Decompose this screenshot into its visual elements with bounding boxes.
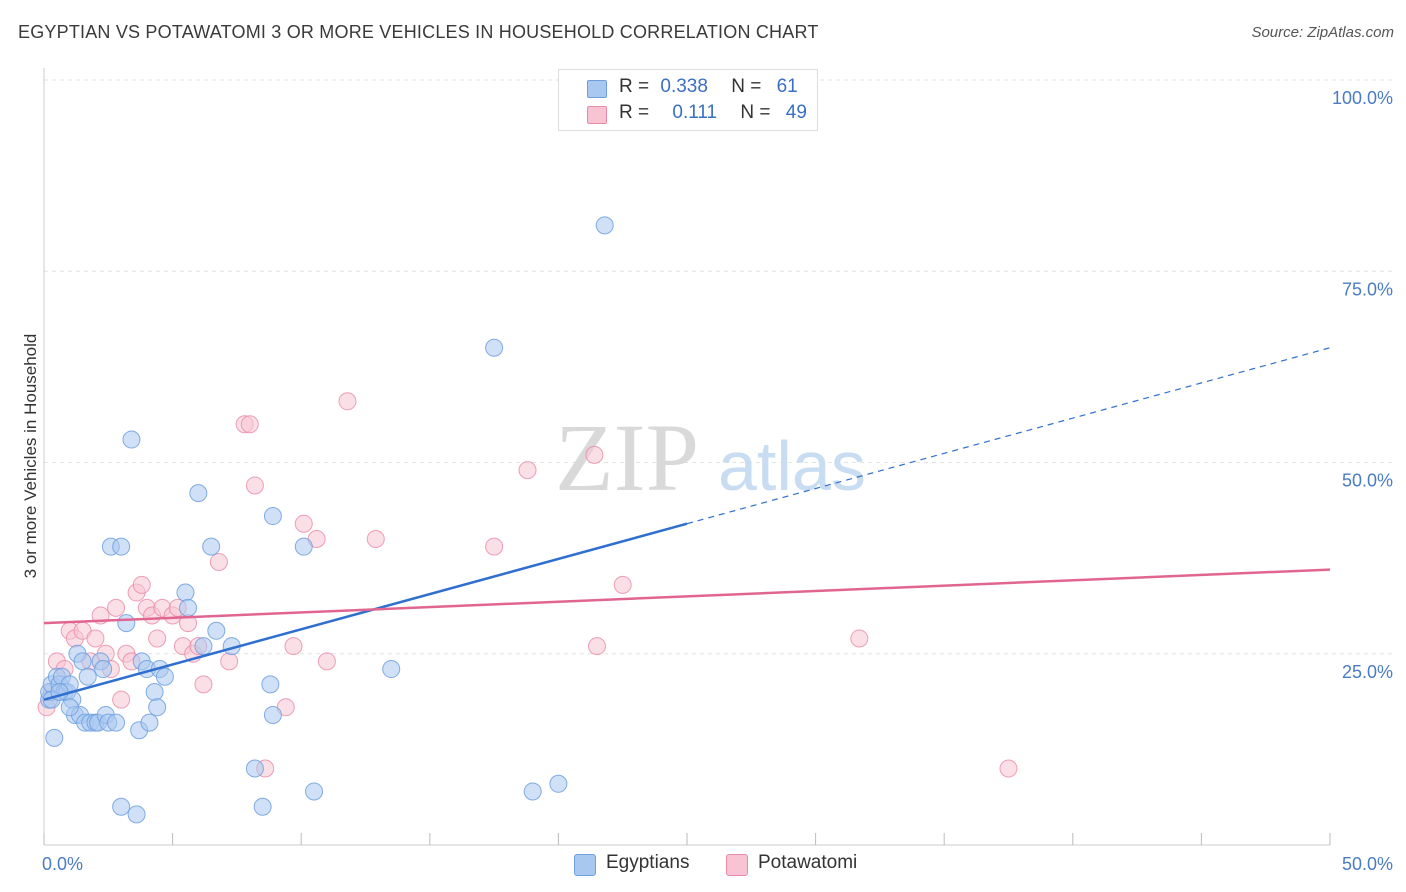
potawatomi-point — [112, 690, 131, 709]
y-tick-label: 50.0% — [1342, 471, 1393, 491]
potawatomi-point — [518, 461, 537, 480]
bottom-legend-label-egyptians: Egyptians — [606, 852, 690, 873]
potawatomi-point — [294, 514, 313, 533]
legend: R = 0.338 N = 61 R = 0.111 N = 49 — [558, 69, 818, 131]
egyptians-point — [107, 713, 126, 732]
potawatomi-point — [132, 575, 151, 594]
bottom-legend-swatch-potawatomi — [726, 854, 748, 876]
bottom-legend-swatch-egyptians — [574, 854, 596, 876]
legend-n-egyptians: 61 — [776, 76, 798, 97]
y-tick-label: 25.0% — [1342, 662, 1393, 682]
egyptians-point — [305, 782, 324, 801]
egyptians-point — [112, 537, 131, 556]
egyptians-point — [207, 621, 226, 640]
potawatomi-point — [585, 445, 604, 464]
egyptians-point — [176, 583, 195, 602]
y-tick-label: 75.0% — [1342, 279, 1393, 299]
trend-lines — [43, 347, 1331, 701]
egyptians-point — [263, 705, 282, 724]
egyptians-point — [595, 216, 614, 235]
egyptians-point — [549, 774, 568, 793]
potawatomi-point — [999, 759, 1018, 778]
potawatomi-point — [86, 629, 105, 648]
egyptians-points — [40, 216, 614, 824]
egyptians-point — [155, 667, 174, 686]
egyptians-point — [382, 660, 401, 679]
egyptians-point — [189, 484, 208, 503]
egyptians-trend-line — [43, 522, 688, 701]
potawatomi-trend-line — [43, 568, 1331, 625]
potawatomi-point — [240, 415, 259, 434]
potawatomi-point — [148, 629, 167, 648]
egyptians-point — [122, 430, 141, 449]
egyptians-point — [179, 598, 198, 617]
x-tick-label: 0.0% — [42, 854, 83, 874]
egyptians-point — [261, 675, 280, 694]
egyptians-point — [140, 713, 159, 732]
egyptians-point — [78, 667, 97, 686]
potawatomi-point — [317, 652, 336, 671]
egyptians-point — [73, 652, 92, 671]
source-label: Source: ZipAtlas.com — [1251, 24, 1394, 41]
x-tick-label: 50.0% — [1342, 854, 1393, 874]
egyptians-trend-extension — [686, 347, 1331, 525]
potawatomi-point — [366, 530, 385, 548]
y-tick-label: 100.0% — [1332, 88, 1393, 108]
egyptians-point — [112, 797, 131, 816]
legend-n-label: N = — [740, 102, 771, 123]
egyptians-point — [245, 759, 264, 778]
potawatomi-point — [245, 476, 264, 495]
egyptians-point — [148, 698, 167, 717]
bottom-legend-label-potawatomi: Potawatomi — [758, 852, 858, 873]
watermark-zip: ZIP — [555, 404, 699, 511]
egyptians-point — [117, 614, 136, 633]
egyptians-point — [194, 637, 213, 656]
potawatomi-point — [850, 629, 869, 648]
egyptians-point — [60, 698, 79, 717]
tick-labels: 25.0% 50.0% 75.0% 100.0% 0.0% 50.0% — [42, 88, 1393, 874]
y-axis-label: 3 or more Vehicles in Household — [21, 334, 40, 579]
watermark: ZIP atlas — [555, 404, 866, 511]
egyptians-point — [145, 683, 164, 701]
egyptians-point — [523, 782, 542, 801]
potawatomi-point — [338, 392, 357, 411]
egyptians-point — [45, 728, 64, 747]
potawatomi-point — [209, 552, 228, 571]
legend-r-label: R = — [619, 76, 650, 97]
egyptians-point — [127, 805, 146, 824]
chart-title: EGYPTIAN VS POTAWATOMI 3 OR MORE VEHICLE… — [18, 22, 819, 42]
egyptians-point — [253, 797, 272, 816]
legend-r-egyptians: 0.338 — [660, 76, 708, 97]
potawatomi-point — [485, 537, 504, 556]
legend-n-label: N = — [731, 76, 762, 97]
potawatomi-points — [37, 392, 1018, 778]
legend-r-label: R = — [619, 102, 650, 123]
legend-swatch-potawatomi — [587, 106, 607, 124]
potawatomi-point — [107, 598, 126, 617]
gridlines — [44, 79, 1392, 655]
egyptians-point — [263, 507, 282, 526]
watermark-atlas: atlas — [718, 427, 866, 505]
legend-swatch-egyptians — [587, 80, 607, 98]
legend-r-potawatomi: 0.111 — [672, 102, 718, 123]
potawatomi-point — [284, 637, 303, 656]
egyptians-point — [202, 537, 221, 556]
egyptians-point — [94, 660, 113, 679]
egyptians-point — [294, 537, 313, 556]
potawatomi-point — [613, 575, 632, 594]
egyptians-point — [485, 338, 504, 357]
potawatomi-point — [587, 637, 606, 656]
potawatomi-point — [220, 652, 239, 671]
potawatomi-point — [194, 675, 213, 694]
legend-n-potawatomi: 49 — [785, 102, 807, 123]
